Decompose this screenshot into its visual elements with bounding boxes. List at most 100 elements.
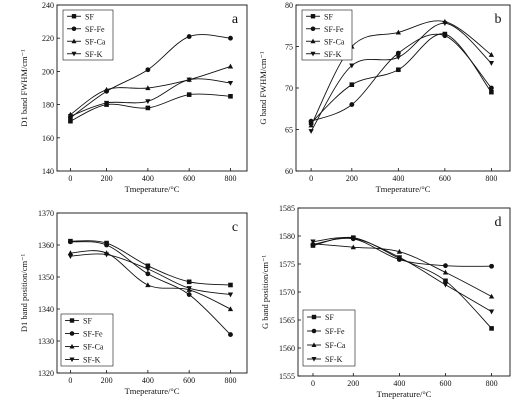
- y-tick-label: 1340: [38, 305, 54, 314]
- legend-label: SF-Ca: [324, 37, 345, 46]
- legend-label: SF: [325, 313, 334, 322]
- x-tick-label: 400: [142, 376, 154, 385]
- x-tick-label: 200: [346, 174, 358, 183]
- data-point-SF-Ca: [227, 63, 234, 69]
- legend-marker: [69, 318, 75, 323]
- data-point-SF-Fe: [145, 67, 151, 73]
- chart-panel-b: 0 200 400 600 800 60 65 70 75 80 Tmeperature/°C G b…: [258, 1, 511, 194]
- y-tick-label: 160: [42, 134, 54, 143]
- data-point-SF-K: [310, 239, 316, 245]
- data-point-SF-Fe: [443, 263, 448, 269]
- series-line-SF-K: [70, 78, 231, 117]
- legend-marker: [71, 14, 77, 19]
- legend-marker: [69, 357, 75, 363]
- legend-label: SF-Ca: [325, 341, 346, 350]
- legend-label: SF-Fe: [325, 327, 345, 336]
- data-point-SF-Ca: [145, 85, 151, 91]
- data-point-SF: [228, 94, 233, 99]
- data-point-SF-K: [308, 129, 314, 134]
- data-point-SF-Fe: [228, 332, 233, 338]
- data-point-SF: [443, 278, 448, 284]
- legend-marker: [311, 342, 317, 347]
- series-line-SF: [70, 240, 231, 286]
- data-point-SF: [145, 105, 151, 111]
- x-tick-label: 600: [439, 379, 451, 388]
- x-tick-label: 800: [486, 379, 498, 388]
- data-point-SF-Fe: [104, 242, 109, 248]
- data-point-SF: [68, 118, 73, 124]
- y-tick-label: 240: [42, 1, 54, 10]
- data-point-SF-K: [442, 21, 448, 27]
- y-tick-label: 70: [285, 84, 293, 93]
- data-point-SF-K: [349, 63, 355, 69]
- data-point-SF-Ca: [145, 282, 151, 288]
- legend-label: SF-Fe: [324, 25, 344, 34]
- y-tick-label: 1320: [38, 369, 54, 378]
- x-tick-label: 0: [309, 174, 313, 183]
- data-point-SF-K: [488, 309, 495, 315]
- x-tick-label: 200: [101, 376, 113, 385]
- y-tick-label: 60: [285, 167, 293, 176]
- legend-label: SF: [83, 317, 92, 326]
- x-tick-label: 200: [347, 379, 359, 388]
- legend-marker: [311, 314, 317, 320]
- data-point-SF-Fe: [349, 102, 355, 108]
- data-point-SF-Fe: [228, 35, 233, 41]
- legend-marker: [310, 14, 316, 19]
- data-point-SF-Fe: [488, 85, 494, 91]
- legend: SF SF-Fe SF-Ca SF-K: [301, 9, 353, 61]
- data-point-SF-Fe: [442, 33, 448, 39]
- y-tick-label: 1555: [279, 372, 295, 381]
- x-tick-label: 0: [68, 174, 72, 183]
- y-axis-label: D1 band FWHM/cm⁻¹: [19, 49, 29, 127]
- data-point-SF-Fe: [186, 34, 192, 39]
- x-tick-label: 600: [183, 174, 195, 183]
- series-line-SF-Ca: [70, 250, 231, 310]
- y-tick-label: 65: [285, 126, 293, 135]
- x-axis-label: Tmeperature/°C: [376, 184, 431, 194]
- data-point-SF-Fe: [186, 292, 192, 298]
- x-tick-label: 0: [68, 376, 72, 385]
- data-point-SF-K: [396, 255, 403, 261]
- panel-label: b: [495, 12, 502, 27]
- legend-label: SF-Fe: [85, 25, 105, 34]
- data-point-SF: [186, 279, 192, 285]
- legend-label: SF-Fe: [83, 330, 103, 339]
- legend-label: SF-Ca: [83, 343, 104, 352]
- y-tick-label: 1580: [279, 232, 295, 241]
- data-point-SF-Ca: [308, 122, 314, 128]
- legend-marker: [310, 51, 316, 57]
- legend-box: [302, 309, 356, 367]
- data-point-SF-Fe: [145, 271, 151, 277]
- data-point-SF-K: [67, 254, 74, 259]
- legend-marker: [310, 38, 316, 44]
- data-point-SF-Ca: [227, 306, 234, 312]
- legend-label: SF-K: [83, 356, 101, 365]
- chart-panel-c: 0 200 400 600 800 1320 1330 1340 1350 1360 1370 Tme…: [19, 209, 248, 396]
- panel-label: c: [232, 220, 238, 235]
- legend-marker: [69, 331, 75, 336]
- y-tick-label: 1370: [38, 209, 54, 218]
- y-tick-label: 200: [42, 67, 54, 76]
- y-tick-label: 1565: [279, 316, 295, 325]
- data-point-SF-Ca: [488, 293, 495, 299]
- data-point-SF-Fe: [489, 263, 494, 269]
- data-point-SF: [489, 89, 494, 95]
- legend-box: [301, 9, 353, 61]
- chart-panel-d: 0 200 400 600 800 1555 1560 1565 1570 1575 1580 158…: [260, 204, 511, 399]
- legend-marker: [69, 343, 75, 349]
- chart-panel-a: 0 200 400 600 800 140 160 180 200 220 240 Tmeperatu…: [19, 1, 248, 194]
- x-tick-label: 800: [224, 174, 236, 183]
- data-point-SF-Ca: [103, 86, 110, 92]
- data-point-SF: [396, 67, 401, 73]
- data-point-SF-Ca: [442, 269, 449, 275]
- x-tick-label: 400: [392, 174, 404, 183]
- data-point-SF: [186, 92, 192, 97]
- data-point-SF-K: [488, 61, 495, 66]
- plot-frame: [56, 212, 248, 374]
- data-point-SF-Ca: [395, 29, 401, 35]
- x-tick-label: 800: [485, 174, 497, 183]
- y-tick-label: 1360: [38, 241, 54, 250]
- x-axis-label: Tmeperature/°C: [125, 184, 180, 194]
- y-tick-label: 1570: [279, 288, 295, 297]
